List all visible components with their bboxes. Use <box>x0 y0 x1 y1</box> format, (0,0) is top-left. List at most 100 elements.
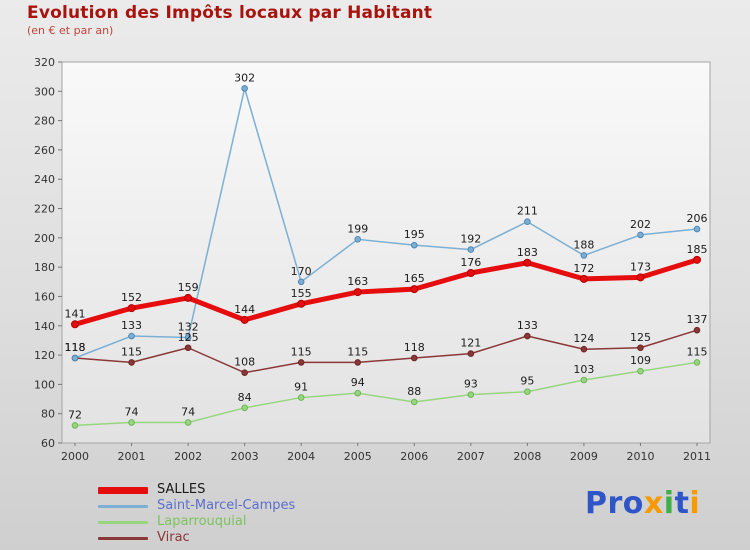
value-label: 165 <box>404 272 425 285</box>
value-label: 206 <box>687 212 708 225</box>
value-label: 159 <box>178 281 199 294</box>
series-Laparrouquial <box>71 359 701 429</box>
data-point <box>524 388 531 396</box>
data-point <box>297 278 305 286</box>
value-label: 133 <box>121 319 142 332</box>
data-point <box>240 315 249 324</box>
value-label: 170 <box>291 265 312 278</box>
y-tick-label: 320 <box>34 56 55 69</box>
x-tick-label: 2006 <box>400 450 428 463</box>
y-tick-label: 80 <box>41 408 55 421</box>
data-point <box>297 299 306 308</box>
value-label: 195 <box>404 228 425 241</box>
data-point <box>580 345 588 353</box>
value-label: 118 <box>65 341 86 354</box>
y-axis: 60 80 100 120 140 160 180 200 220 240 260 280 300 320 <box>34 56 62 450</box>
data-point <box>524 218 531 226</box>
data-point <box>184 293 193 302</box>
legend-label: Virac <box>157 530 190 545</box>
series-Virac <box>71 326 701 376</box>
logo-letter: i <box>689 486 701 521</box>
value-label: 125 <box>630 331 651 344</box>
data-point <box>354 359 362 366</box>
value-label: 125 <box>178 331 199 344</box>
series-SALLES <box>71 255 701 329</box>
x-tick-label: 2005 <box>344 450 372 463</box>
value-label: 124 <box>573 332 594 345</box>
y-tick-label: 180 <box>34 261 55 274</box>
value-label: 188 <box>573 238 594 251</box>
legend-label: Laparrouquial <box>157 514 247 529</box>
value-label: 192 <box>460 233 481 246</box>
data-point <box>693 225 701 233</box>
value-label: 141 <box>65 307 86 320</box>
x-tick-label: 2004 <box>287 450 315 463</box>
logo-letter: x <box>643 486 664 521</box>
value-label: 121 <box>460 337 481 350</box>
data-point <box>636 273 645 282</box>
legend-swatch <box>98 520 148 524</box>
value-label: 144 <box>234 303 255 316</box>
legend-item-Laparrouquial: Laparrouquial <box>98 515 295 529</box>
x-tick-label: 2007 <box>457 450 485 463</box>
value-label: 211 <box>517 205 538 218</box>
series-Saint-Marcel-Campes <box>71 85 701 362</box>
y-tick-label: 140 <box>34 320 55 333</box>
logo-letter: r <box>607 486 623 521</box>
data-point <box>297 359 305 366</box>
page-subtitle: (en € et par an) <box>27 24 114 37</box>
y-tick-label: 60 <box>41 437 55 450</box>
data-point <box>128 359 135 366</box>
data-point <box>466 269 475 278</box>
y-tick-label: 300 <box>34 85 55 98</box>
data-point <box>354 389 362 397</box>
legend: SALLES Saint-Marcel-Campes Laparrouquial Vi… <box>98 483 295 545</box>
data-point <box>523 258 532 267</box>
data-point <box>693 326 701 334</box>
line-chart: 60 80 100 120 140 160 180 200 220 240 260 280 300 320… <box>34 56 711 463</box>
data-point <box>637 367 644 375</box>
proxiti-logo[interactable]: Proxiti <box>585 486 700 521</box>
value-label: 108 <box>234 356 255 369</box>
x-tick-label: 2000 <box>61 450 89 463</box>
data-point <box>127 304 136 313</box>
value-label: 118 <box>65 341 86 354</box>
value-label: 84 <box>238 391 252 404</box>
value-label: 115 <box>121 345 142 358</box>
data-point <box>410 285 419 294</box>
data-point <box>410 354 418 362</box>
y-tick-label: 260 <box>34 144 55 157</box>
value-label: 103 <box>573 363 594 376</box>
data-point <box>637 231 644 239</box>
data-point <box>580 252 588 259</box>
data-point <box>693 359 701 366</box>
y-tick-label: 160 <box>34 290 55 303</box>
x-tick-label: 2001 <box>118 450 146 463</box>
data-point <box>467 391 475 398</box>
value-label: 118 <box>404 341 425 354</box>
data-point <box>184 344 192 352</box>
legend-swatch <box>98 536 148 540</box>
value-label: 202 <box>630 218 651 231</box>
legend-item-SALLES: SALLES <box>98 483 295 497</box>
value-label: 199 <box>347 222 368 235</box>
value-label: 172 <box>573 262 594 275</box>
legend-label: Saint-Marcel-Campes <box>157 498 296 513</box>
logo-letter: P <box>585 486 608 521</box>
y-tick-label: 100 <box>34 378 55 391</box>
x-tick-label: 2002 <box>174 450 202 463</box>
data-point <box>241 404 248 412</box>
value-label: 173 <box>630 260 651 273</box>
value-label: 183 <box>517 246 538 259</box>
data-point <box>71 320 79 329</box>
data-point <box>637 344 644 352</box>
value-label: 109 <box>630 354 651 367</box>
value-label: 115 <box>291 345 312 358</box>
data-point <box>241 369 248 376</box>
data-point <box>128 419 135 426</box>
y-tick-label: 240 <box>34 173 55 186</box>
y-tick-label: 220 <box>34 203 55 216</box>
value-label: 88 <box>407 385 421 398</box>
data-point <box>184 419 192 426</box>
data-point <box>297 394 305 401</box>
